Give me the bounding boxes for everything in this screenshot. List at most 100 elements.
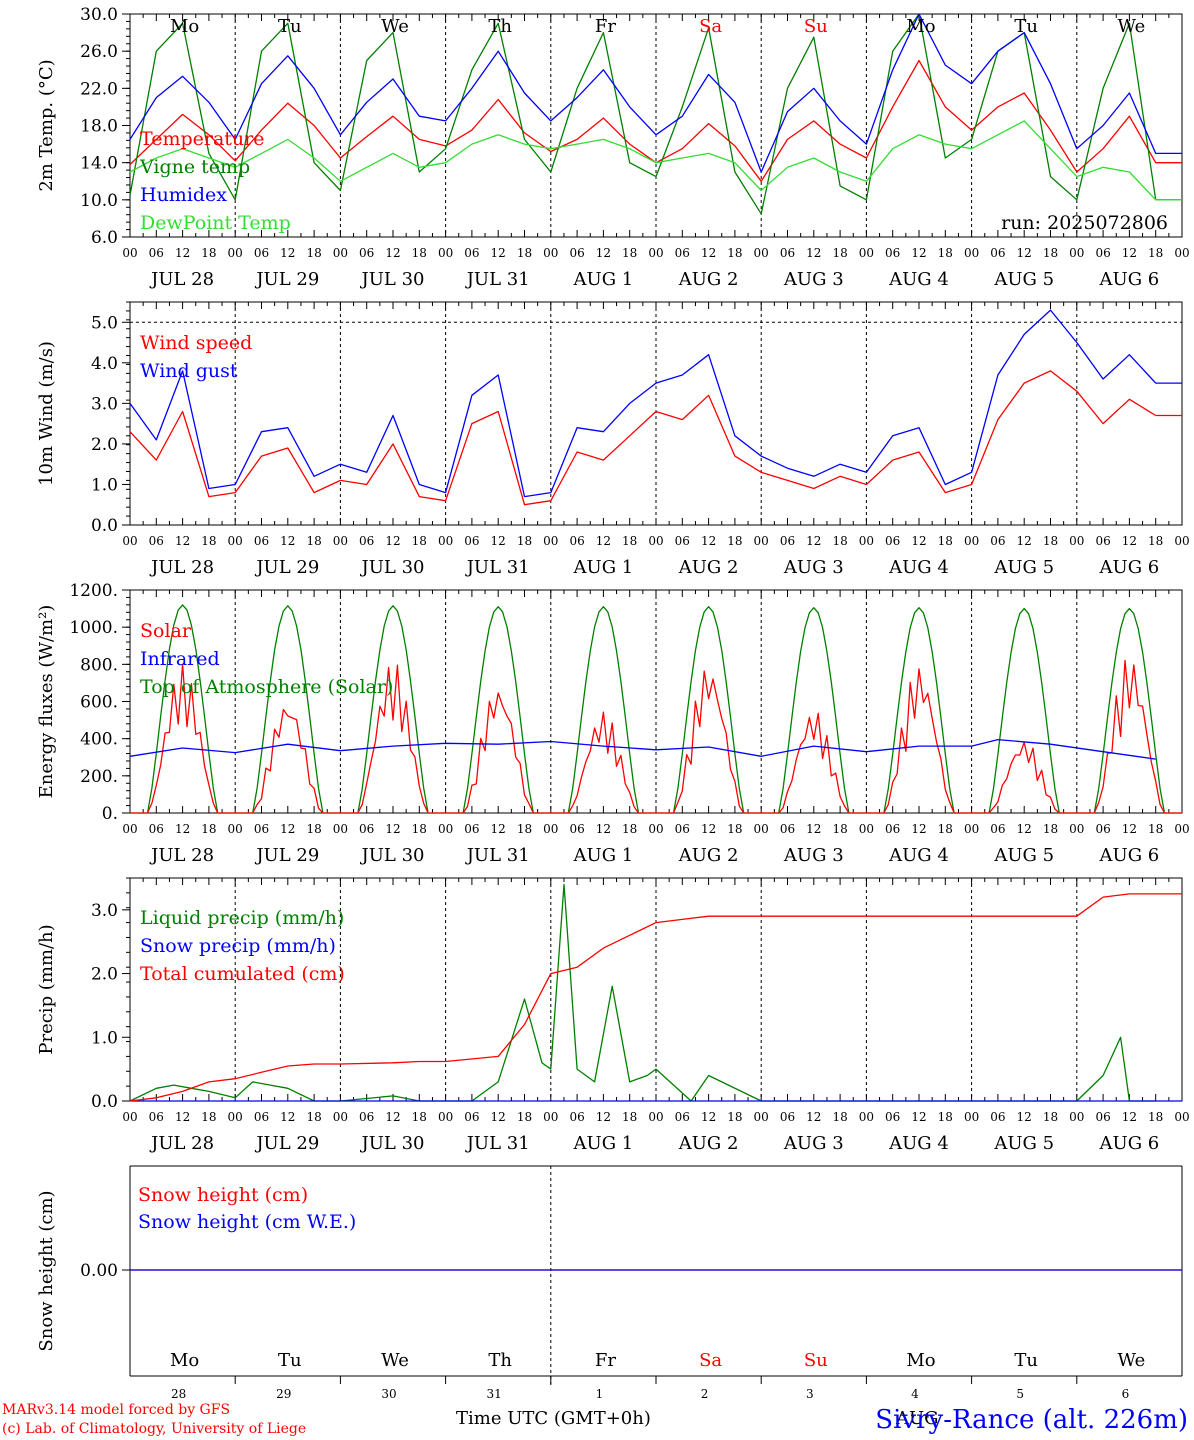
hour-tick-label: 00 (438, 534, 453, 548)
y-tick-label: 600. (80, 693, 118, 713)
weekday-label: We (381, 16, 409, 37)
weekday-label: Su (804, 1350, 828, 1371)
hour-tick-label: 12 (911, 534, 926, 548)
hour-tick-label: 18 (412, 246, 427, 260)
hour-tick-label: 18 (1043, 246, 1058, 260)
legend-entry: Solar (140, 620, 192, 642)
day-label: AUG 3 (783, 557, 844, 578)
hour-tick-label: 06 (675, 1110, 690, 1124)
hour-tick-label: 18 (1148, 246, 1163, 260)
hour-tick-label: 12 (806, 1110, 821, 1124)
hour-tick-label: 00 (754, 534, 769, 548)
series-line-dewpoint-temp (129, 120, 1182, 201)
hour-tick-label: 06 (359, 822, 374, 836)
hour-tick-label: 00 (648, 822, 663, 836)
hour-tick-label: 12 (596, 534, 611, 548)
y-tick-label: 1.0 (91, 475, 118, 495)
hour-tick-label: 18 (622, 1110, 637, 1124)
hour-tick-label: 06 (359, 1110, 374, 1124)
day-label: AUG 6 (1099, 557, 1160, 578)
hour-tick-label: 18 (1043, 822, 1058, 836)
panel-frame-temperature (129, 13, 1183, 238)
y-tick-label: 2.0 (91, 965, 118, 985)
weekday-label: Tu (1014, 16, 1038, 37)
day-label: AUG 2 (678, 269, 739, 290)
day-label: JUL 29 (254, 1133, 319, 1154)
hour-tick-label: 12 (1017, 246, 1032, 260)
day-number-label: 5 (1016, 1387, 1024, 1401)
grid-lines (122, 13, 1183, 1388)
day-label: AUG 2 (678, 1133, 739, 1154)
day-number-label: 29 (276, 1387, 291, 1401)
weekday-label: Sa (699, 16, 722, 37)
y-tick-label: 26.0 (80, 42, 118, 62)
y-axis-label: Snow height (cm) (36, 1190, 57, 1351)
legend-entry: Vigne temp (139, 156, 250, 178)
text-labels: 00 06 12 18 00 06 12 18 00 06 12 18 00 06 12 18 00 06 12 18… (36, 5, 1190, 1401)
hour-tick-label: 00 (1174, 1110, 1189, 1124)
hour-tick-label: 12 (911, 1110, 926, 1124)
hour-tick-label: 00 (964, 246, 979, 260)
hour-tick-label: 06 (254, 534, 269, 548)
hour-tick-label: 00 (964, 822, 979, 836)
hour-tick-label: 12 (280, 822, 295, 836)
hour-tick-label: 18 (622, 246, 637, 260)
day-label: AUG 3 (783, 845, 844, 866)
day-label: AUG 1 (573, 1133, 634, 1154)
hour-tick-label: 12 (491, 1110, 506, 1124)
day-label: AUG 6 (1099, 269, 1160, 290)
y-tick-label: 4.0 (91, 354, 118, 374)
day-label: JUL 30 (360, 1133, 425, 1154)
hour-tick-label: 00 (122, 1110, 137, 1124)
hour-tick-label: 00 (438, 822, 453, 836)
hour-tick-label: 00 (754, 246, 769, 260)
weekday-label: Fr (595, 16, 616, 37)
day-number-label: 2 (701, 1387, 709, 1401)
hour-tick-label: 00 (1174, 534, 1189, 548)
hour-tick-label: 00 (859, 534, 874, 548)
day-label: AUG 5 (993, 557, 1054, 578)
day-label: AUG 5 (993, 845, 1054, 866)
series-line-wind-gust (129, 309, 1182, 498)
hour-tick-label: 18 (727, 246, 742, 260)
hour-tick-label: 00 (1069, 246, 1084, 260)
hour-tick-label: 18 (412, 534, 427, 548)
day-label: JUL 28 (149, 845, 214, 866)
lab-credit: (c) Lab. of Climatology, University of L… (2, 1421, 306, 1437)
day-label: AUG 3 (783, 269, 844, 290)
hour-tick-label: 18 (412, 1110, 427, 1124)
hour-tick-label: 12 (1122, 1110, 1137, 1124)
y-axis-label: 10m Wind (m/s) (36, 341, 57, 486)
y-axis-label: Energy fluxes (W/m²) (36, 605, 57, 799)
hour-tick-label: 18 (201, 1110, 216, 1124)
hour-tick-label: 06 (464, 1110, 479, 1124)
hour-tick-label: 00 (333, 534, 348, 548)
hour-tick-label: 06 (990, 246, 1005, 260)
day-label: JUL 29 (254, 845, 319, 866)
hour-tick-label: 18 (306, 246, 321, 260)
hour-tick-label: 12 (701, 822, 716, 836)
hour-tick-label: 18 (412, 822, 427, 836)
hour-tick-label: 00 (859, 246, 874, 260)
hour-tick-label: 00 (333, 822, 348, 836)
series-line-toa-solar (130, 604, 1182, 814)
hour-tick-label: 12 (806, 822, 821, 836)
hour-tick-label: 18 (306, 1110, 321, 1124)
hour-tick-label: 00 (648, 1110, 663, 1124)
day-label: JUL 30 (360, 845, 425, 866)
hour-tick-label: 00 (543, 534, 558, 548)
legend-entry: Snow height (cm W.E.) (138, 1211, 356, 1233)
hour-tick-label: 00 (122, 822, 137, 836)
day-label: JUL 28 (149, 557, 214, 578)
weekday-label: We (1118, 16, 1146, 37)
hour-tick-label: 06 (149, 534, 164, 548)
hour-tick-label: 12 (385, 1110, 400, 1124)
hour-tick-label: 06 (149, 822, 164, 836)
y-tick-label: 14.0 (80, 154, 118, 174)
hour-tick-label: 12 (385, 534, 400, 548)
hour-tick-label: 18 (517, 534, 532, 548)
day-label: JUL 31 (465, 269, 530, 290)
hour-tick-label: 12 (1122, 822, 1137, 836)
series-lines (129, 13, 1182, 1271)
